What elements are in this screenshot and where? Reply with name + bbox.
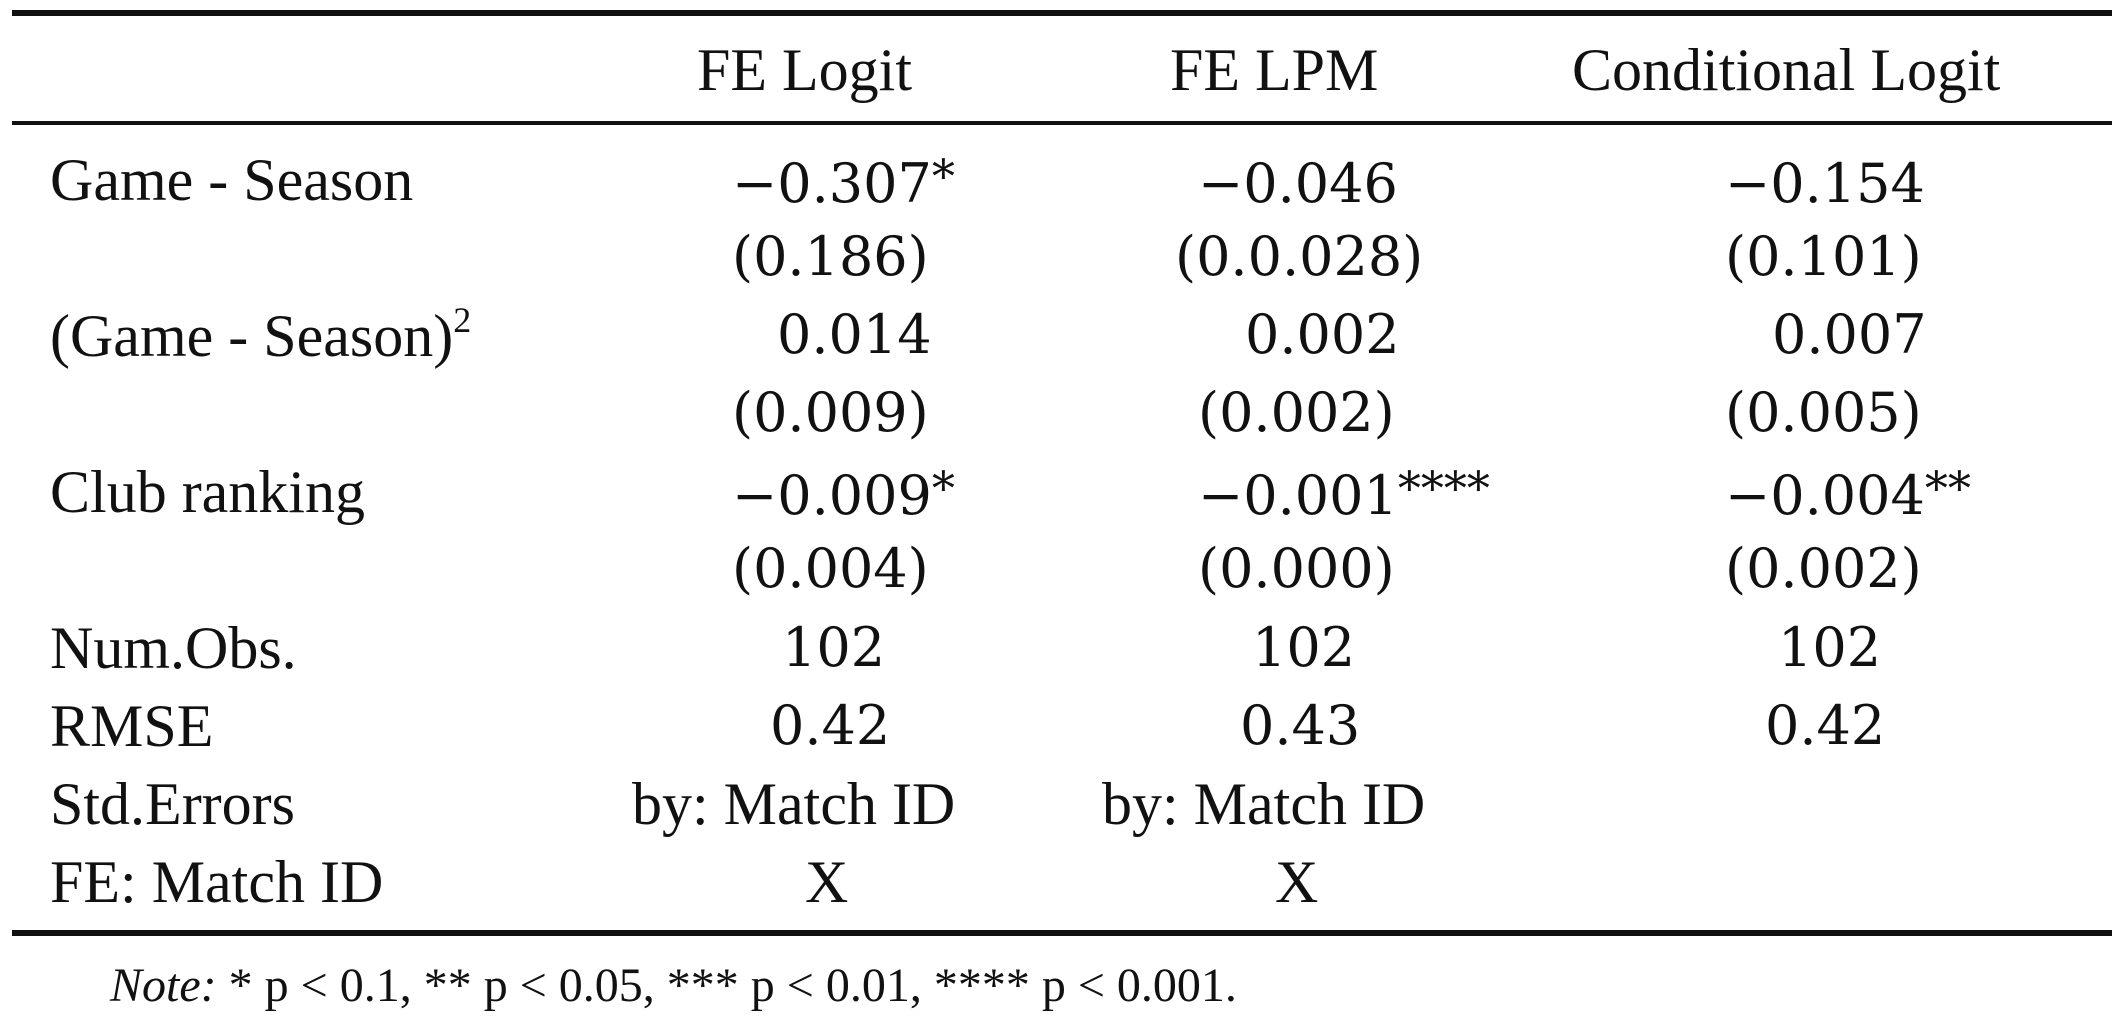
row-label-num-obs: Num.Obs. — [50, 615, 297, 681]
column-header-fe-logit: FE Logit — [697, 37, 913, 103]
coef-value: 0.002 — [1245, 303, 1400, 366]
superscript-exponent: 2 — [453, 300, 472, 340]
std-error-value: (0.002) — [1725, 537, 1922, 600]
coef-value: −0.009 — [732, 464, 932, 527]
table-note: Note: * p < 0.1, ** p < 0.05, *** p < 0.… — [110, 958, 1237, 1013]
stat-value: 102 — [1252, 616, 1356, 679]
stat-value: X — [805, 849, 849, 915]
significance-stars: ** — [1924, 461, 1971, 515]
coef-value: −0.004 — [1725, 464, 1925, 527]
coef-cell: −0.154 — [1725, 153, 1925, 211]
note-text: * p < 0.1, ** p < 0.05, *** p < 0.01, **… — [216, 959, 1237, 1012]
row-label-std-errors: Std.Errors — [50, 771, 295, 837]
significance-stars: **** — [1397, 461, 1490, 515]
std-error-value: (0.000) — [1198, 537, 1395, 600]
coef-cell: −0.001**** — [1198, 465, 1490, 523]
coef-cell: −0.307* — [732, 153, 955, 211]
row-label-game-season-squared: (Game - Season)2 — [50, 302, 471, 369]
stat-value: by: Match ID — [1102, 771, 1426, 837]
top-rule — [12, 10, 2112, 16]
coef-value: 0.007 — [1772, 303, 1927, 366]
stat-value: 102 — [1778, 616, 1882, 679]
row-label-fe-match-id: FE: Match ID — [50, 849, 384, 915]
stat-value: 0.43 — [1240, 694, 1361, 757]
note-prefix: Note: — [110, 959, 217, 1012]
bottom-rule — [12, 930, 2112, 936]
row-label-text: (Game - Season) — [50, 303, 454, 369]
stat-value: by: Match ID — [632, 771, 956, 837]
coef-value: −0.154 — [1725, 152, 1925, 215]
column-header-fe-lpm: FE LPM — [1170, 37, 1379, 103]
coef-value: −0.307 — [732, 152, 932, 215]
header-rule — [12, 121, 2112, 125]
coef-cell: −0.004** — [1725, 465, 1971, 523]
column-header-conditional-logit: Conditional Logit — [1572, 37, 2001, 103]
std-error-value: (0.005) — [1725, 381, 1922, 444]
coef-cell: −0.009* — [732, 465, 955, 523]
std-error-value: (0.0.028) — [1175, 225, 1424, 288]
significance-stars: * — [931, 461, 955, 515]
coef-value: −0.046 — [1198, 152, 1398, 215]
std-error-value: (0.101) — [1725, 225, 1922, 288]
stat-value: 0.42 — [770, 694, 891, 757]
stat-value: 0.42 — [1765, 694, 1886, 757]
std-error-value: (0.002) — [1198, 381, 1395, 444]
std-error-value: (0.004) — [732, 537, 929, 600]
significance-stars: * — [931, 149, 955, 203]
coef-value: −0.001 — [1198, 464, 1398, 527]
std-error-value: (0.186) — [732, 225, 929, 288]
std-error-value: (0.009) — [732, 381, 929, 444]
coef-value: 0.014 — [777, 303, 932, 366]
row-label-rmse: RMSE — [50, 693, 214, 759]
row-label-game-season: Game - Season — [50, 147, 414, 213]
row-label-club-ranking: Club ranking — [50, 459, 365, 525]
stat-value: 102 — [782, 616, 886, 679]
stat-value: X — [1275, 849, 1319, 915]
coef-cell: −0.046 — [1198, 153, 1398, 211]
